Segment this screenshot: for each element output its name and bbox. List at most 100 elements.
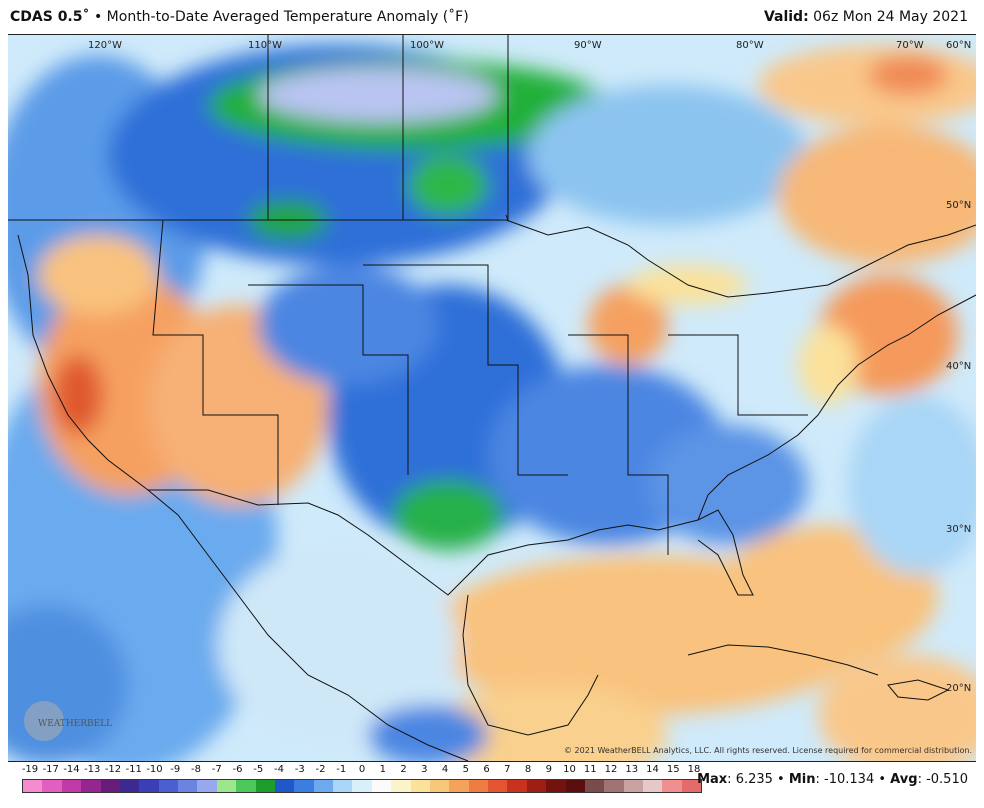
legend-swatch [100, 780, 120, 792]
legend-swatch [681, 780, 702, 792]
color-legend: -19 -17 -14 -13 -12 -11 -10 -9 -8 -7 -6 -5 -4 -3 -2 -1 0… [22, 764, 702, 796]
state-lines-rockies [248, 284, 409, 475]
legend-swatch [216, 780, 237, 792]
legend-swatch [391, 780, 411, 792]
lat-label-40n: 40°N [946, 361, 971, 372]
valid-time-value: 06z Mon 24 May 2021 [813, 9, 968, 25]
max-label: Max [697, 772, 728, 787]
legend-swatch [526, 780, 547, 792]
product-title: Month-to-Date Averaged Temperature Anoma… [106, 9, 469, 25]
legend-swatch [119, 780, 140, 792]
legend-color-bar [22, 779, 702, 793]
state-lines-east [668, 334, 808, 416]
legend-swatch [158, 780, 178, 792]
legend-tick-label: 2 [400, 764, 407, 775]
anomaly-field [8, 45, 976, 761]
legend-tick-label: 9 [545, 764, 552, 775]
legend-swatch [42, 780, 62, 792]
legend-swatch [255, 780, 275, 792]
atlantic-coast [697, 294, 976, 521]
map-header: CDAS 0.5˚ • Month-to-Date Averaged Tempe… [0, 0, 984, 34]
legend-swatch [488, 780, 508, 792]
legend-swatch [236, 780, 256, 792]
lon-label-100w: 100°W [410, 40, 444, 51]
field-stats: Max: 6.235 • Min: -10.134 • Avg: -0.510 [697, 772, 968, 787]
legend-tick-label: 8 [524, 764, 532, 775]
legend-tick-label: -6 [232, 764, 243, 775]
lon-label-120w: 120°W [88, 40, 122, 51]
legend-tick-label: 4 [441, 764, 449, 775]
legend-swatch [197, 780, 217, 792]
avg-value: -0.510 [926, 772, 968, 787]
pacific-coast [17, 234, 469, 761]
legend-swatch [81, 780, 101, 792]
legend-tick-label: 3 [421, 764, 428, 775]
hispaniola-outline [887, 679, 950, 701]
state-lines-west [152, 219, 279, 505]
lat-label-30n: 30°N [946, 524, 971, 535]
us-mexico-gulf-coast [148, 489, 754, 596]
legend-tick-label: 14 [646, 764, 659, 775]
legend-tick-label: 6 [483, 764, 490, 775]
legend-swatch [178, 780, 198, 792]
anomaly-map-canvas: 120°W 110°W 100°W 90°W 80°W 70°W 60°N 50… [8, 35, 976, 761]
max-value: 6.235 [735, 772, 773, 787]
min-value: -10.134 [824, 772, 875, 787]
legend-tick-labels: -19 -17 -14 -13 -12 -11 -10 -9 -8 -7 -6 -5 -4 -3 -2 -1 0… [22, 764, 702, 778]
legend-swatch [410, 780, 430, 792]
legend-swatch [294, 780, 314, 792]
legend-tick-label: 12 [604, 764, 618, 775]
legend-tick-label: 13 [625, 764, 639, 775]
legend-swatch [468, 780, 488, 792]
great-lakes-border [505, 219, 976, 298]
logo-text: WEATHERBELL [38, 719, 112, 729]
canada-province-lines [267, 35, 509, 220]
legend-swatch [604, 780, 624, 792]
cuba-outline [687, 644, 879, 676]
lon-label-80w: 80°W [736, 40, 764, 51]
lon-label-90w: 90°W [574, 40, 602, 51]
legend-tick-label: 7 [504, 764, 511, 775]
legend-swatch [333, 780, 353, 792]
lat-label-60n: 60°N [946, 40, 971, 51]
legend-swatch [565, 780, 585, 792]
legend-tick-label: -3 [294, 764, 305, 775]
legend-swatch [643, 780, 663, 792]
legend-tick-label: -7 [211, 764, 222, 775]
lat-label-50n: 50°N [946, 200, 971, 211]
model-name: CDAS 0.5˚ [10, 9, 90, 25]
legend-tick-label: -13 [84, 764, 101, 775]
legend-tick-label: 18 [687, 764, 701, 775]
legend-swatch [507, 780, 527, 792]
legend-swatch [313, 780, 333, 792]
avg-label: Avg [890, 772, 918, 787]
legend-tick-label: -10 [146, 764, 163, 775]
legend-tick-label: 5 [462, 764, 469, 775]
legend-swatch [662, 780, 682, 792]
anomaly-map[interactable]: 120°W 110°W 100°W 90°W 80°W 70°W 60°N 50… [8, 34, 976, 762]
state-lines-midwest [568, 334, 669, 555]
copyright-notice: © 2021 WeatherBELL Analytics, LLC. All r… [564, 746, 972, 755]
legend-tick-label: -19 [21, 764, 39, 775]
legend-swatch [584, 780, 605, 792]
min-label: Min [788, 772, 816, 787]
valid-label: Valid: [763, 9, 809, 25]
legend-tick-label: -14 [63, 764, 80, 775]
lat-label-20n: 20°N [946, 683, 971, 694]
legend-tick-label: -11 [125, 764, 142, 775]
legend-swatch [546, 780, 566, 792]
legend-tick-label: -4 [274, 764, 284, 775]
legend-tick-label: 11 [583, 764, 597, 775]
legend-tick-label: -12 [104, 764, 122, 775]
legend-swatch [274, 780, 295, 792]
legend-tick-label: 10 [563, 764, 576, 775]
lon-label-110w: 110°W [248, 40, 282, 51]
legend-tick-label: -9 [170, 764, 181, 775]
legend-swatch [429, 780, 450, 792]
legend-tick-label: 15 [666, 764, 680, 775]
state-lines-plains [363, 264, 568, 476]
borders [8, 35, 976, 761]
legend-tick-label: -2 [315, 764, 326, 775]
legend-tick-label: -5 [253, 764, 264, 775]
weatherbell-logo: WEATHERBELL [24, 701, 112, 741]
